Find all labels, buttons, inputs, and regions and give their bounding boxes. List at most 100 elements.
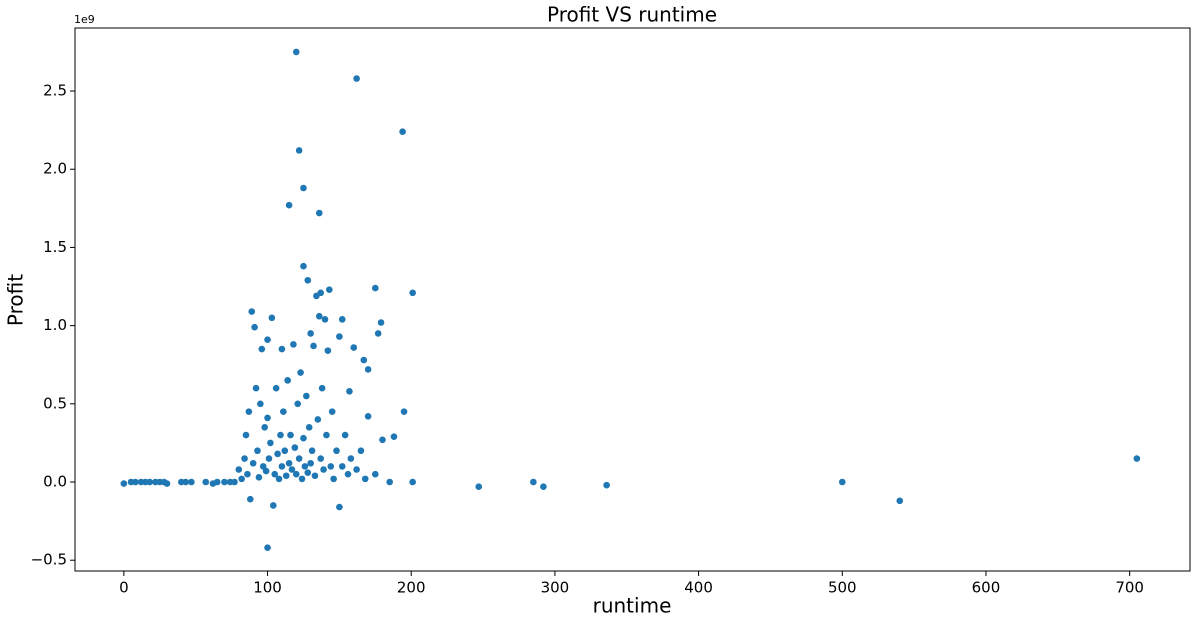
point	[290, 341, 297, 348]
point	[311, 472, 319, 480]
point	[241, 455, 248, 462]
point	[297, 369, 304, 376]
point	[1133, 455, 1141, 462]
point	[264, 544, 271, 551]
point	[301, 463, 309, 470]
y-tick-label: 1.5	[43, 238, 67, 256]
point	[264, 414, 271, 422]
point	[838, 478, 846, 486]
point	[333, 447, 340, 455]
point	[282, 472, 290, 480]
point	[360, 356, 368, 364]
point	[246, 495, 254, 503]
point	[377, 319, 385, 326]
point	[278, 345, 286, 353]
y-tick-label: −0.5	[31, 551, 67, 569]
point	[231, 478, 238, 486]
point	[304, 469, 312, 476]
point	[308, 447, 316, 455]
point	[271, 470, 279, 478]
point	[269, 502, 277, 509]
point	[295, 455, 303, 462]
point	[298, 475, 306, 483]
point	[323, 431, 330, 439]
point	[245, 408, 253, 415]
y-tick-label: 0.5	[43, 394, 67, 412]
x-tick-label: 300	[541, 579, 570, 597]
point	[326, 286, 333, 293]
point	[188, 478, 195, 486]
point	[379, 436, 386, 444]
point	[213, 478, 221, 486]
point	[300, 184, 307, 192]
point	[336, 333, 343, 340]
point	[364, 366, 372, 373]
point	[300, 434, 307, 442]
point	[235, 466, 243, 473]
point	[390, 433, 398, 440]
point	[278, 463, 286, 470]
point	[262, 467, 270, 475]
point	[346, 388, 353, 395]
point	[300, 262, 307, 270]
point	[284, 377, 291, 384]
point	[603, 481, 610, 489]
point	[338, 316, 346, 323]
point	[305, 423, 313, 431]
point	[372, 470, 379, 478]
point	[374, 330, 382, 337]
plot-frame	[74, 27, 1191, 572]
point	[328, 408, 336, 415]
point	[364, 413, 372, 420]
point	[275, 475, 283, 483]
point	[896, 497, 904, 505]
point	[257, 400, 264, 408]
point	[353, 466, 360, 473]
point	[347, 455, 355, 462]
point	[540, 483, 547, 491]
x-tick-label: 500	[828, 579, 857, 597]
point	[386, 478, 393, 486]
point	[304, 276, 312, 284]
point	[285, 201, 293, 209]
point	[361, 475, 369, 483]
point	[287, 431, 294, 439]
point	[400, 408, 408, 415]
point	[294, 400, 302, 408]
point	[318, 384, 326, 392]
point	[202, 478, 210, 486]
point	[182, 478, 189, 486]
point	[315, 312, 323, 320]
point	[261, 423, 268, 431]
x-tick-label: 700	[1115, 579, 1144, 597]
y-offset-label: 1e9	[74, 13, 95, 26]
x-tick-label: 600	[972, 579, 1001, 597]
point	[285, 459, 293, 467]
point	[350, 344, 358, 351]
point	[372, 284, 379, 292]
point	[344, 470, 352, 478]
point	[163, 480, 171, 487]
point	[255, 474, 263, 481]
x-tick-label: 0	[119, 579, 129, 597]
y-axis-label: Profit	[4, 274, 28, 326]
point	[277, 431, 284, 439]
point	[475, 483, 483, 491]
point	[315, 209, 323, 217]
point	[238, 475, 245, 483]
point	[254, 447, 261, 455]
point	[307, 330, 314, 337]
x-axis-label: runtime	[593, 594, 672, 618]
point	[146, 478, 154, 486]
point	[252, 384, 260, 392]
point	[321, 316, 329, 323]
point	[530, 478, 537, 486]
y-tick-label: 2.0	[43, 160, 67, 178]
point	[341, 431, 349, 439]
point	[307, 459, 314, 467]
point	[288, 466, 296, 473]
point	[357, 447, 365, 455]
point	[317, 289, 325, 297]
point	[249, 459, 257, 467]
point	[314, 416, 322, 423]
